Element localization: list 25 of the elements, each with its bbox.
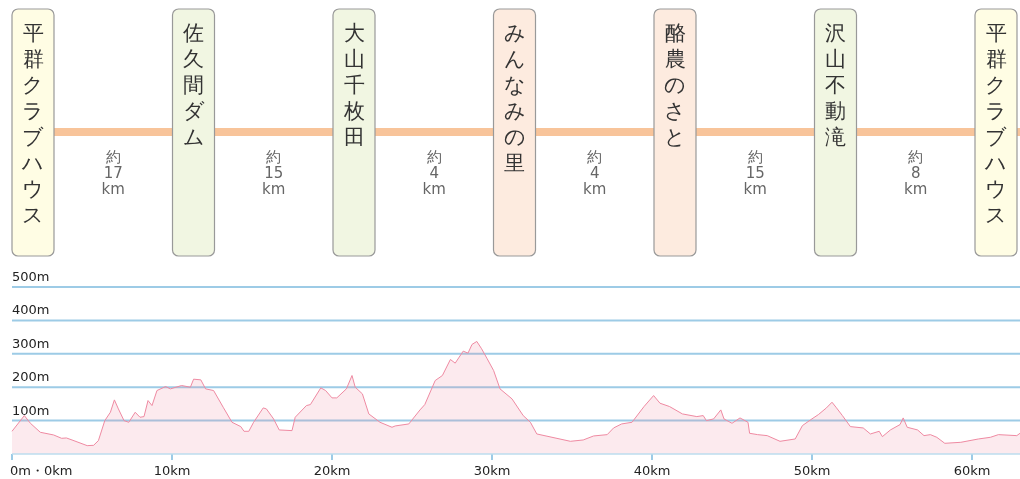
text: 平群クラブハウス: [21, 21, 44, 227]
x-tick-label: 40km: [633, 463, 671, 478]
text: 約4km: [422, 148, 446, 198]
x-tick-label: 60km: [953, 463, 991, 478]
y-tick-label: 200m: [12, 369, 50, 385]
text: 酪農のさと: [664, 21, 686, 149]
x-tick-label: 30km: [473, 463, 511, 478]
y-tick-label: 500m: [12, 269, 50, 284]
x-tick-label: 50km: [793, 463, 831, 478]
y-tick-label: 300m: [12, 335, 50, 351]
text: 平群クラブハウス: [984, 21, 1007, 227]
text: みんなみの里: [503, 21, 526, 175]
text: 沢山不動滝: [825, 21, 846, 149]
text: 佐久間ダム: [182, 21, 205, 149]
text: 大山千枚田: [342, 21, 365, 149]
x-tick-label: 10km: [153, 463, 191, 478]
y-tick-label: 400m: [12, 302, 50, 318]
text: 約8km: [904, 148, 928, 198]
text: 約17km: [101, 148, 125, 198]
text: 約15km: [262, 148, 286, 198]
text: 約4km: [583, 148, 607, 198]
x-tick-label: 20km: [313, 463, 351, 478]
text: 約15km: [743, 148, 767, 198]
x-tick-label: 0m・0km: [10, 463, 73, 478]
y-tick-label: 100m: [12, 402, 50, 418]
